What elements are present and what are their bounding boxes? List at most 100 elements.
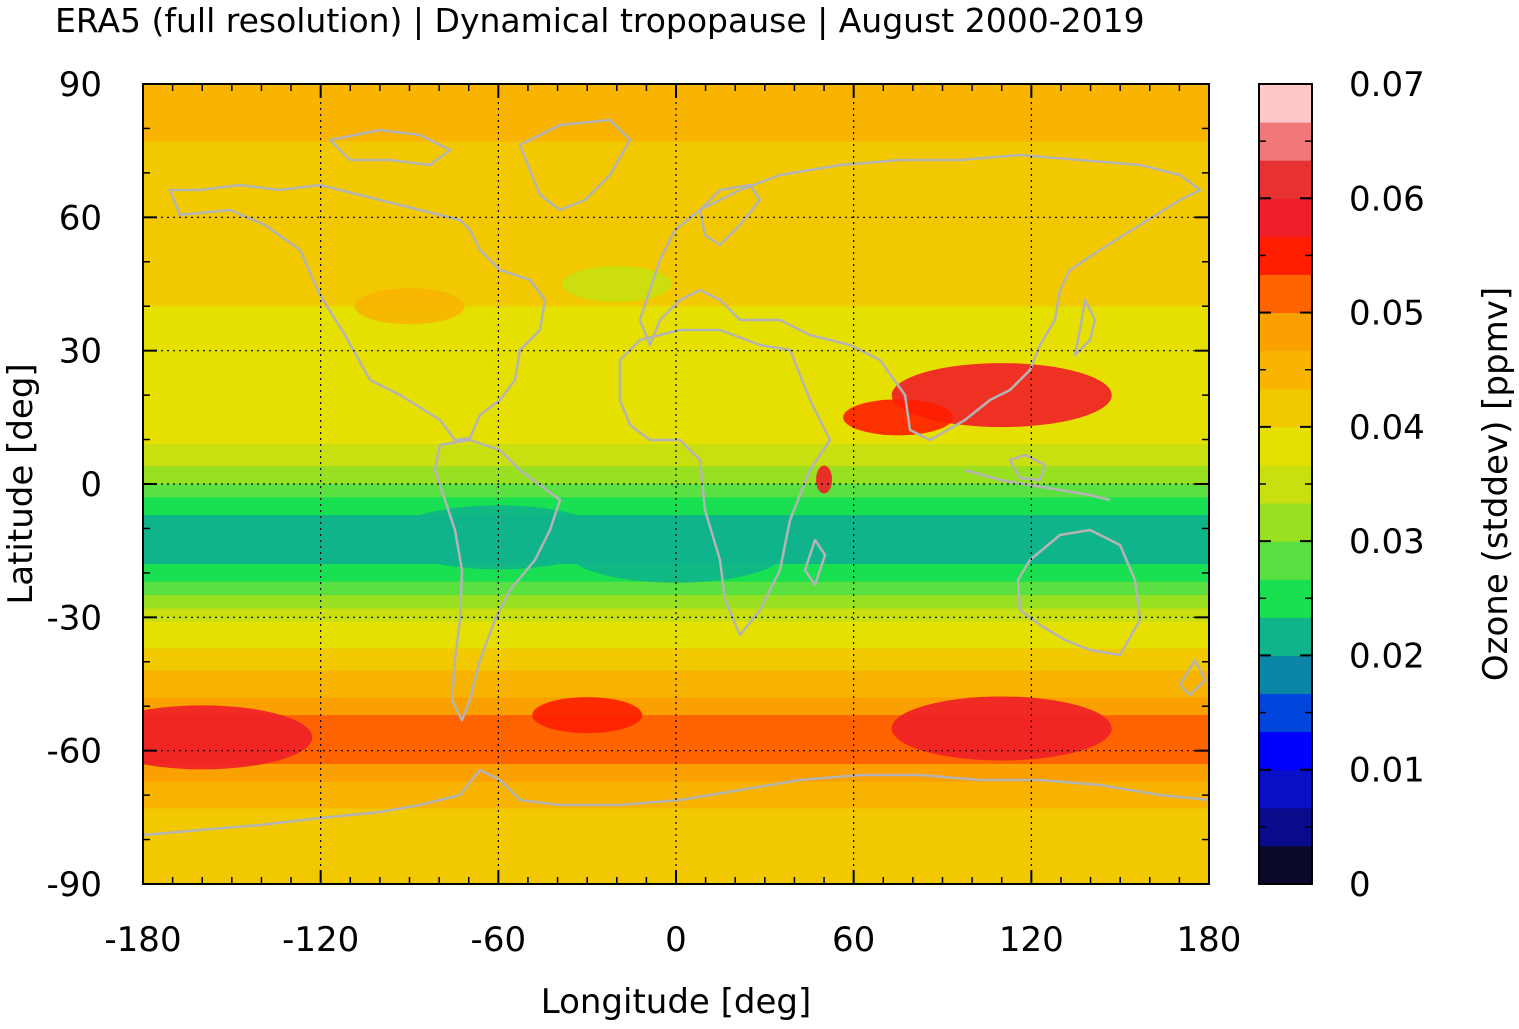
heatmap-band: [143, 404, 1209, 410]
heatmap-anomaly: [816, 465, 833, 494]
heatmap-band: [143, 804, 1209, 810]
heatmap-band: [143, 461, 1209, 467]
heatmap-band: [143, 679, 1209, 685]
heatmap-band: [143, 750, 1209, 756]
heatmap-band: [143, 101, 1209, 107]
heatmap-band: [143, 195, 1209, 201]
heatmap-band: [143, 435, 1209, 441]
heatmap-band: [143, 506, 1209, 512]
colorbar-segment: [1259, 579, 1312, 618]
heatmap-band: [143, 332, 1209, 338]
heatmap-band: [143, 795, 1209, 801]
heatmap-band: [143, 119, 1209, 125]
x-axis: -180 -120 -60 0 60 120 180: [104, 84, 1241, 960]
heatmap-band: [143, 630, 1209, 636]
heatmap-band: [143, 128, 1209, 134]
heatmap-band: [143, 719, 1209, 725]
grid-lines: [143, 84, 1209, 884]
colorbar-segment: [1259, 693, 1312, 733]
heatmap-band: [143, 319, 1209, 325]
colorbar-tick-label: 0.02: [1349, 636, 1425, 676]
colorbar-tick-label: 0: [1349, 865, 1371, 905]
heatmap-band: [143, 475, 1209, 481]
x-tick-label: 60: [832, 920, 875, 960]
chart-title: ERA5 (full resolution) | Dynamical tropo…: [55, 1, 1145, 40]
x-tick-label: -120: [282, 920, 359, 960]
heatmap-band: [143, 452, 1209, 458]
heatmap-anomaly: [143, 705, 313, 770]
heatmap-band: [143, 492, 1209, 498]
heatmap-band: [143, 479, 1209, 485]
heatmap-band: [143, 684, 1209, 690]
heatmap-layer: [143, 84, 1209, 884]
y-tick-label: 60: [59, 198, 102, 238]
heatmap-band: [143, 288, 1209, 294]
heatmap-band: [143, 132, 1209, 138]
x-axis-title: Longitude [deg]: [541, 982, 812, 1022]
heatmap-band: [143, 355, 1209, 361]
colorbar-segment: [1259, 236, 1312, 275]
heatmap-band: [143, 235, 1209, 241]
heatmap-band: [143, 799, 1209, 805]
colorbar-segment: [1259, 464, 1312, 504]
heatmap-band: [143, 470, 1209, 476]
coastline-overlay: [143, 118, 1209, 837]
heatmap-band: [143, 421, 1209, 427]
y-tick-label: 0: [80, 465, 102, 505]
heatmap-band: [143, 221, 1209, 227]
colorbar-segment: [1259, 769, 1312, 809]
heatmap-band: [143, 657, 1209, 663]
heatmap-band: [143, 661, 1209, 667]
heatmap-band: [143, 732, 1209, 738]
heatmap-band: [143, 821, 1209, 827]
heatmap-band: [143, 786, 1209, 792]
heatmap-band: [143, 177, 1209, 183]
heatmap-anomaly: [532, 697, 643, 734]
heatmap-band: [143, 812, 1209, 818]
y-tick-label: -90: [46, 865, 102, 905]
heatmap-band: [143, 297, 1209, 303]
y-axis: -90 -60 -30 0 30 60 90: [46, 65, 1209, 905]
x-tick-label: -60: [471, 920, 527, 960]
colorbar-ticks: 0 0.01 0.02 0.03 0.04 0.05 0.06 0.07: [1259, 65, 1425, 905]
heatmap-band: [143, 306, 1209, 312]
heatmap-band: [143, 612, 1209, 618]
heatmap-band: [143, 350, 1209, 356]
y-tick-label: 30: [59, 332, 102, 372]
colorbar-segment: [1259, 503, 1312, 542]
x-tick-label: 180: [1177, 920, 1242, 960]
heatmap-band: [143, 666, 1209, 672]
colorbar-segment: [1259, 84, 1312, 123]
heatmap-band: [143, 835, 1209, 841]
heatmap-band: [143, 168, 1209, 174]
heatmap-band: [143, 439, 1209, 445]
heatmap-band: [143, 781, 1209, 787]
heatmap-band: [143, 852, 1209, 858]
colorbar: [1259, 84, 1312, 885]
heatmap-band: [143, 768, 1209, 774]
y-tick-label: 90: [59, 65, 102, 105]
colorbar-segment: [1259, 312, 1312, 352]
heatmap-band: [143, 386, 1209, 392]
heatmap-anomaly: [561, 266, 672, 302]
heatmap-band: [143, 830, 1209, 836]
heatmap-band: [143, 848, 1209, 854]
heatmap-band: [143, 217, 1209, 223]
heatmap-band: [143, 701, 1209, 707]
heatmap-anomaly: [843, 399, 954, 436]
heatmap-band: [143, 692, 1209, 698]
heatmap-band: [143, 199, 1209, 205]
colorbar-tick-label: 0.01: [1349, 751, 1425, 791]
colorbar-segment: [1259, 426, 1312, 466]
heatmap-band: [143, 581, 1209, 587]
heatmap-band: [143, 626, 1209, 632]
heatmap-band: [143, 212, 1209, 218]
heatmap-band: [143, 315, 1209, 321]
heatmap-band: [143, 417, 1209, 423]
heatmap-band: [143, 764, 1209, 770]
heatmap-band: [143, 230, 1209, 236]
y-axis-title: Latitude [deg]: [1, 363, 41, 604]
heatmap-band: [143, 204, 1209, 210]
colorbar-segment: [1259, 350, 1312, 390]
x-tick-label: 120: [999, 920, 1064, 960]
